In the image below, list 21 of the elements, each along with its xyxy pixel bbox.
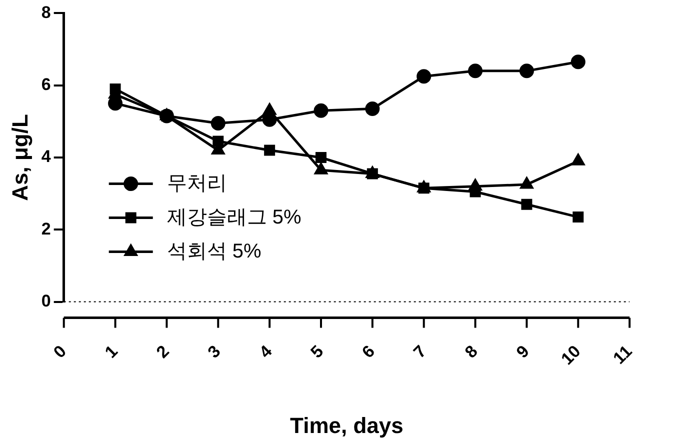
- x-tick-label: 5: [307, 342, 328, 362]
- y-axis-title: As, μg/L: [7, 114, 32, 201]
- x-tick-label: 10: [557, 342, 584, 369]
- y-tick-label: 2: [41, 219, 51, 238]
- y-tick-label: 8: [41, 2, 51, 22]
- legend-label: 제강슬래그 5%: [166, 206, 302, 228]
- x-tick-label: 6: [358, 342, 379, 362]
- x-tick-label: 7: [410, 342, 430, 362]
- y-tick-label: 0: [41, 291, 51, 310]
- y-tick-label: 4: [41, 147, 52, 166]
- legend-label: 무처리: [166, 172, 227, 194]
- x-axis-title: Time, days: [290, 412, 404, 438]
- x-tick-label: 1: [101, 342, 122, 362]
- legend-label: 석회석 5%: [166, 240, 262, 262]
- x-tick-label: 9: [512, 342, 533, 362]
- x-tick-label: 11: [610, 342, 636, 368]
- x-tick-label: 2: [152, 342, 173, 362]
- x-tick-label: 3: [204, 342, 224, 362]
- y-tick-label: 6: [41, 75, 51, 94]
- x-tick-label: 8: [461, 342, 482, 362]
- x-tick-label: 4: [256, 341, 276, 362]
